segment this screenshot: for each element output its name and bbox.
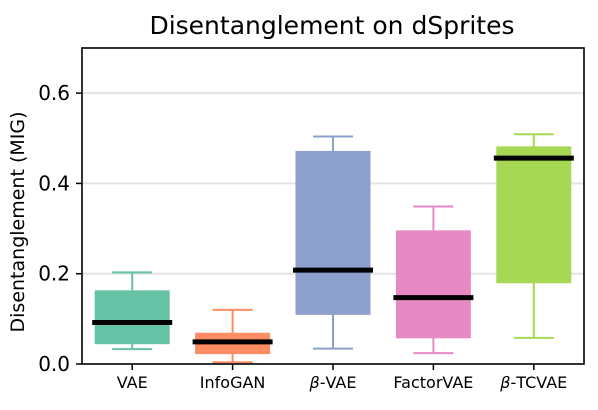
x-tick-label-text: -VAE: [320, 373, 357, 392]
chart-title: Disentanglement on dSprites: [149, 11, 514, 40]
box-factorvae: [393, 205, 474, 355]
box-iqr: [395, 230, 471, 339]
y-tick-label: 0.0: [38, 352, 70, 376]
box-iqr: [94, 290, 170, 345]
box-iqr: [295, 150, 371, 315]
x-tick-label-greek: β: [309, 373, 320, 392]
box-tcvae: [493, 133, 574, 339]
x-tick-label: β-TCVAE: [499, 373, 567, 392]
x-tick-label: β-VAE: [309, 373, 357, 392]
y-tick-label: 0.6: [38, 81, 70, 105]
x-axis-ticks: VAE InfoGAN β-VAE FactorVAE β-TCVAE: [117, 364, 567, 392]
x-tick-label: VAE: [117, 373, 148, 392]
x-tick-label-text: FactorVAE: [393, 373, 473, 392]
x-tick-label-text: -TCVAE: [511, 373, 568, 392]
box-infogan: [192, 308, 273, 364]
box-iqr: [496, 146, 572, 284]
x-tick-label-text: InfoGAN: [200, 373, 266, 392]
y-axis-label: Disentanglement (MIG): [7, 112, 29, 333]
box-vae: [293, 135, 373, 350]
y-tick-label: 0.2: [38, 262, 70, 286]
y-axis-ticks: 0.0 0.2 0.4 0.6: [38, 81, 82, 376]
box-vae: [92, 271, 173, 351]
x-tick-label: InfoGAN: [200, 373, 266, 392]
x-tick-label: FactorVAE: [393, 373, 473, 392]
x-tick-label-greek: β: [499, 373, 510, 392]
box-series: [92, 133, 574, 364]
x-tick-label-text: VAE: [117, 373, 148, 392]
y-tick-label: 0.4: [38, 171, 70, 195]
